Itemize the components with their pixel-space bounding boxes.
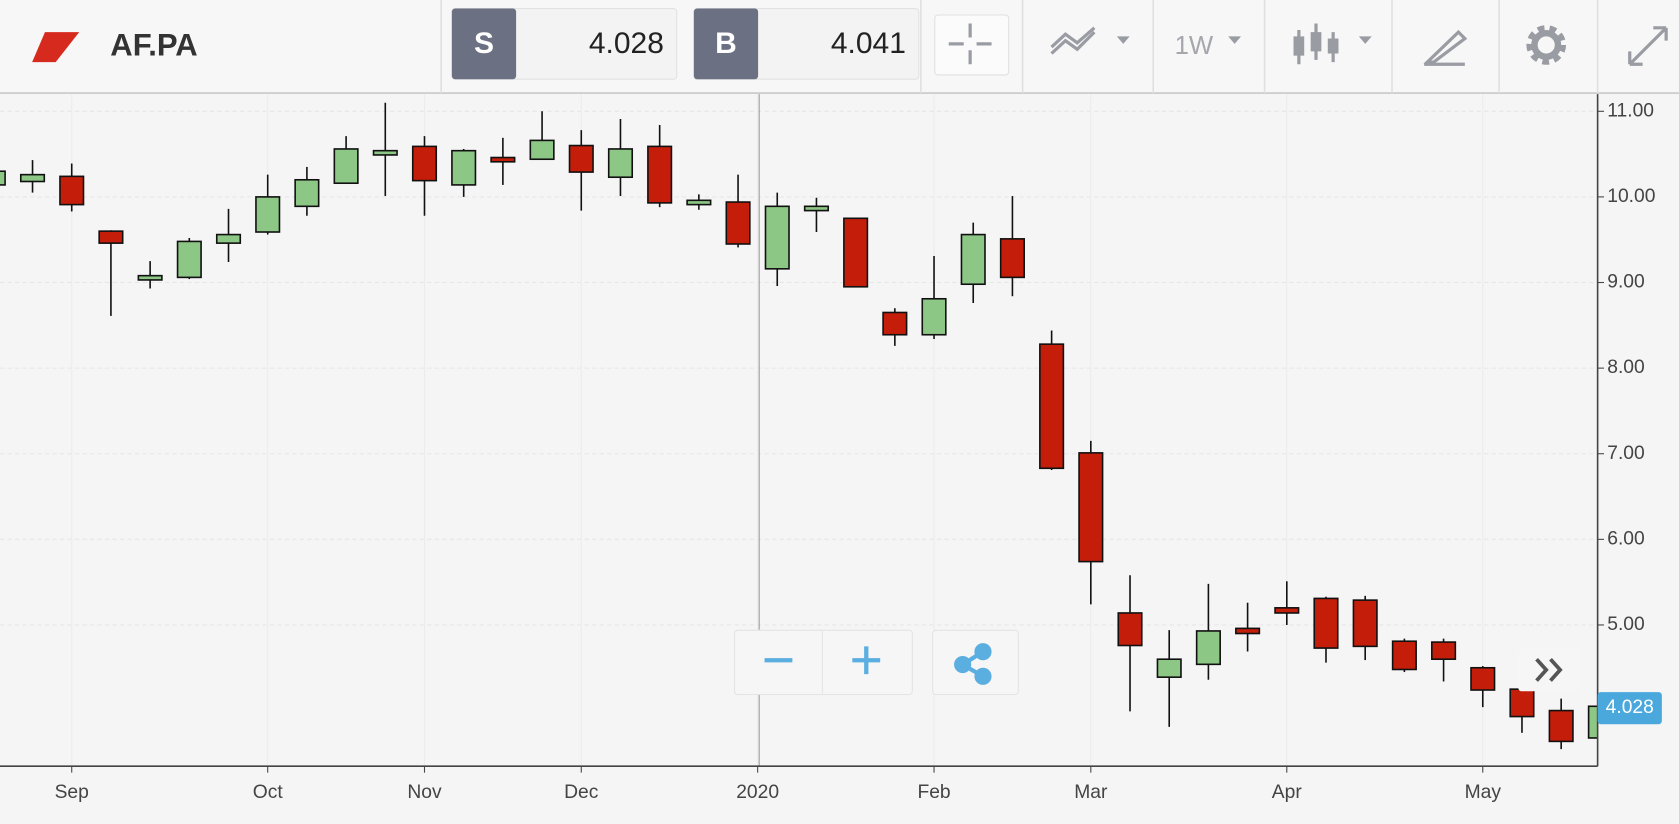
- y-tick-label: 7.00: [1607, 443, 1644, 464]
- crosshair-button[interactable]: [934, 14, 1010, 76]
- y-tick-label: 8.00: [1607, 357, 1644, 378]
- x-tick-label: Oct: [253, 782, 284, 803]
- candle-body: [1274, 607, 1300, 614]
- zoom-in-button[interactable]: [852, 646, 881, 675]
- header: AF.PA S 4.028 B 4.041 1W: [0, 0, 1679, 94]
- y-tick-label: 6.00: [1607, 528, 1644, 549]
- candle-body: [333, 148, 359, 185]
- axes: 5.00 6.00 7.00 8.00 9.00 10.00 11.00 Sep Oct Nov D…: [55, 100, 1662, 803]
- x-tick-label: 2020: [736, 782, 779, 803]
- candle-body: [1195, 630, 1221, 666]
- candle-body: [1117, 612, 1143, 647]
- buy-tag: [693, 8, 759, 80]
- y-tick-label: 5.00: [1607, 614, 1644, 635]
- x-tick-label: Nov: [407, 782, 442, 803]
- plot: [0, 94, 1598, 767]
- candle-body: [921, 297, 947, 336]
- candle-body: [568, 144, 594, 173]
- candle-body: [1235, 627, 1261, 635]
- zoom-box: [734, 629, 913, 696]
- buy-price: 4.041: [831, 27, 906, 60]
- scroll-right-button[interactable]: [1535, 657, 1563, 682]
- candle-body: [1313, 597, 1339, 649]
- last-price-tag: [1597, 692, 1662, 725]
- candle-body: [686, 199, 712, 206]
- y-tick-label: 10.00: [1607, 186, 1655, 207]
- candle-body: [1548, 709, 1574, 743]
- logo: [32, 32, 80, 63]
- candle-body: [294, 178, 320, 208]
- candle-body: [59, 175, 85, 206]
- candle-body: [1156, 658, 1182, 678]
- candle-body: [137, 274, 163, 281]
- buy-button[interactable]: B 4.041: [693, 8, 920, 80]
- candle-body: [490, 156, 516, 163]
- last-price-label: 4.028: [1606, 697, 1654, 718]
- x-tick-label: Mar: [1074, 782, 1108, 803]
- candle-body: [1352, 599, 1378, 648]
- chart-style-button[interactable]: [1050, 26, 1130, 55]
- candle-type-button[interactable]: [1293, 23, 1372, 65]
- candle-body: [0, 170, 6, 186]
- interval: 1W: [1175, 32, 1214, 60]
- dropdown-arrow: [1116, 36, 1130, 44]
- candle-body: [98, 230, 124, 244]
- candle-body: [1587, 705, 1598, 739]
- sell-label: S: [474, 27, 494, 60]
- x-tick-label: Feb: [917, 782, 950, 803]
- candle-body: [451, 149, 477, 186]
- y-tick-label: 11.00: [1607, 100, 1654, 121]
- candle-body: [803, 205, 830, 212]
- candle-body: [529, 139, 555, 161]
- settings-button[interactable]: [1526, 25, 1567, 65]
- dropdown-arrow: [1228, 36, 1242, 44]
- sell-button[interactable]: S 4.028: [451, 8, 678, 80]
- symbol: AF.PA: [110, 27, 197, 62]
- candle-body: [1078, 452, 1104, 563]
- candle-body: [607, 148, 634, 179]
- candle-body: [176, 240, 202, 279]
- crosshair-icon: [948, 23, 992, 65]
- dropdown-arrow: [1358, 36, 1372, 44]
- x-tick-label: Apr: [1272, 782, 1303, 803]
- candle-body: [647, 145, 673, 204]
- draw-tool-button[interactable]: [1423, 29, 1468, 66]
- candle-body: [1039, 343, 1065, 470]
- x-tick-label: May: [1465, 782, 1502, 803]
- candle-body: [764, 205, 790, 270]
- candle-body: [999, 238, 1025, 279]
- x-tick-label: Dec: [564, 782, 599, 803]
- candle-body: [882, 311, 908, 336]
- line-icon: [1050, 26, 1096, 55]
- gear-teeth: [1526, 25, 1567, 65]
- candle-body: [255, 196, 281, 233]
- candle-body: [19, 173, 46, 183]
- buy-label: B: [715, 27, 737, 60]
- zoom-controls: [734, 629, 1579, 696]
- fullscreen-button[interactable]: [1628, 26, 1668, 66]
- candle-body: [843, 217, 869, 288]
- candle-body: [372, 149, 398, 156]
- candle-body: [1470, 666, 1496, 691]
- candle-body: [725, 201, 751, 245]
- candle-body: [1509, 688, 1535, 718]
- share-button[interactable]: [954, 643, 992, 685]
- gear-ring: [1531, 29, 1562, 60]
- candle-body: [1431, 641, 1457, 661]
- separators: [440, 0, 1599, 94]
- interval-button[interactable]: 1W: [1175, 32, 1242, 60]
- share-box: [932, 629, 1019, 696]
- candle-body: [215, 233, 242, 244]
- candle-body: [1391, 640, 1417, 671]
- y-tick-label: 9.00: [1607, 272, 1644, 293]
- candle-body: [411, 145, 438, 182]
- sell-price: 4.028: [589, 27, 664, 60]
- candle-body: [960, 233, 986, 286]
- sell-tag: [451, 8, 517, 80]
- x-tick-label: Sep: [55, 782, 89, 803]
- crosshair-box: [934, 14, 1010, 76]
